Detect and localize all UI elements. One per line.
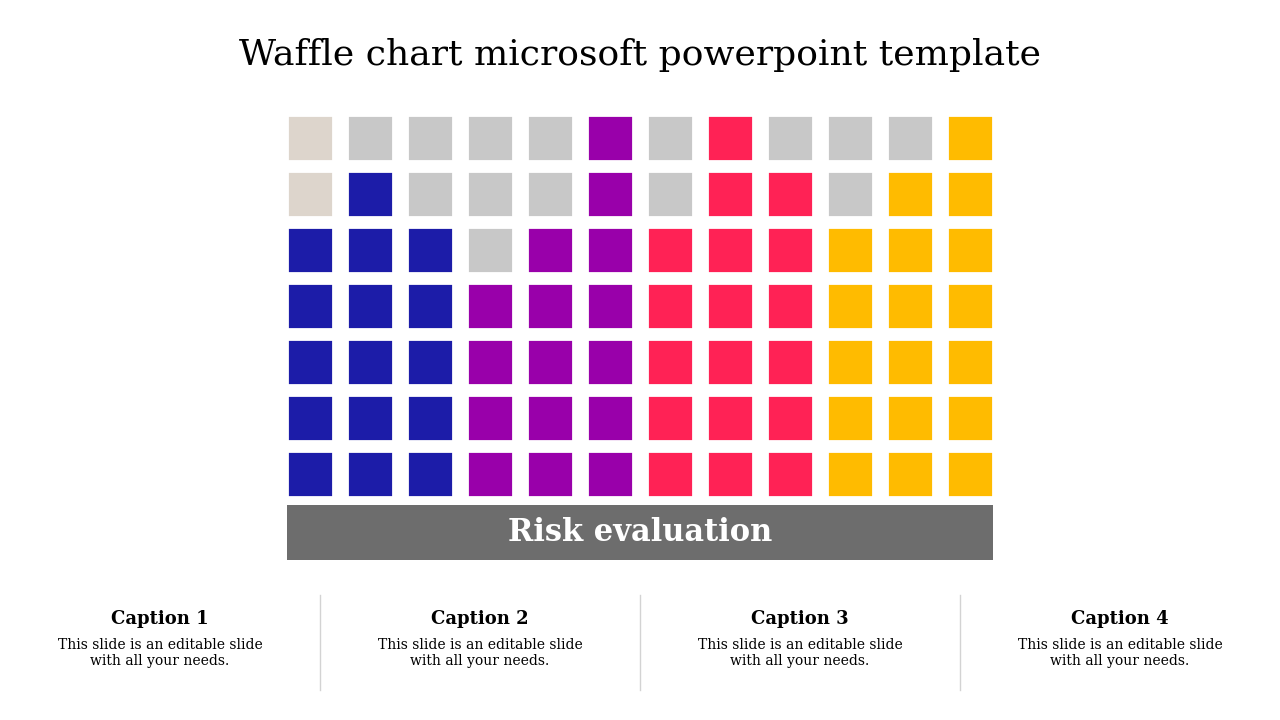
FancyBboxPatch shape (947, 171, 993, 217)
FancyBboxPatch shape (588, 283, 634, 329)
FancyBboxPatch shape (287, 339, 333, 385)
FancyBboxPatch shape (527, 115, 573, 161)
FancyBboxPatch shape (527, 395, 573, 441)
FancyBboxPatch shape (588, 395, 634, 441)
FancyBboxPatch shape (767, 171, 813, 217)
FancyBboxPatch shape (527, 227, 573, 273)
FancyBboxPatch shape (646, 395, 692, 441)
FancyBboxPatch shape (707, 451, 753, 497)
FancyBboxPatch shape (407, 171, 453, 217)
FancyBboxPatch shape (347, 283, 393, 329)
FancyBboxPatch shape (767, 339, 813, 385)
FancyBboxPatch shape (287, 395, 333, 441)
FancyBboxPatch shape (767, 227, 813, 273)
FancyBboxPatch shape (646, 339, 692, 385)
FancyBboxPatch shape (827, 115, 873, 161)
FancyBboxPatch shape (467, 339, 513, 385)
FancyBboxPatch shape (827, 171, 873, 217)
FancyBboxPatch shape (887, 115, 933, 161)
FancyBboxPatch shape (947, 395, 993, 441)
FancyBboxPatch shape (588, 339, 634, 385)
FancyBboxPatch shape (527, 451, 573, 497)
FancyBboxPatch shape (527, 283, 573, 329)
FancyBboxPatch shape (947, 451, 993, 497)
FancyBboxPatch shape (527, 171, 573, 217)
FancyBboxPatch shape (407, 395, 453, 441)
FancyBboxPatch shape (827, 451, 873, 497)
FancyBboxPatch shape (467, 283, 513, 329)
FancyBboxPatch shape (827, 339, 873, 385)
FancyBboxPatch shape (646, 171, 692, 217)
FancyBboxPatch shape (287, 227, 333, 273)
Text: Risk evaluation: Risk evaluation (508, 517, 772, 548)
FancyBboxPatch shape (467, 395, 513, 441)
FancyBboxPatch shape (407, 451, 453, 497)
FancyBboxPatch shape (347, 171, 393, 217)
FancyBboxPatch shape (707, 339, 753, 385)
FancyBboxPatch shape (287, 451, 333, 497)
FancyBboxPatch shape (646, 227, 692, 273)
FancyBboxPatch shape (407, 339, 453, 385)
FancyBboxPatch shape (767, 451, 813, 497)
FancyBboxPatch shape (407, 283, 453, 329)
Text: Caption 3: Caption 3 (751, 610, 849, 628)
FancyBboxPatch shape (467, 171, 513, 217)
FancyBboxPatch shape (767, 283, 813, 329)
Text: Caption 2: Caption 2 (431, 610, 529, 628)
Text: This slide is an editable slide
with all your needs.: This slide is an editable slide with all… (1018, 638, 1222, 668)
Text: Caption 1: Caption 1 (111, 610, 209, 628)
FancyBboxPatch shape (707, 395, 753, 441)
FancyBboxPatch shape (347, 395, 393, 441)
FancyBboxPatch shape (707, 227, 753, 273)
Text: This slide is an editable slide
with all your needs.: This slide is an editable slide with all… (378, 638, 582, 668)
FancyBboxPatch shape (707, 171, 753, 217)
FancyBboxPatch shape (588, 115, 634, 161)
FancyBboxPatch shape (887, 283, 933, 329)
FancyBboxPatch shape (467, 451, 513, 497)
FancyBboxPatch shape (947, 283, 993, 329)
FancyBboxPatch shape (767, 395, 813, 441)
FancyBboxPatch shape (947, 227, 993, 273)
FancyBboxPatch shape (767, 115, 813, 161)
FancyBboxPatch shape (947, 339, 993, 385)
FancyBboxPatch shape (347, 451, 393, 497)
FancyBboxPatch shape (347, 339, 393, 385)
FancyBboxPatch shape (588, 171, 634, 217)
FancyBboxPatch shape (407, 115, 453, 161)
FancyBboxPatch shape (287, 283, 333, 329)
FancyBboxPatch shape (407, 227, 453, 273)
FancyBboxPatch shape (707, 283, 753, 329)
FancyBboxPatch shape (887, 171, 933, 217)
FancyBboxPatch shape (588, 227, 634, 273)
FancyBboxPatch shape (347, 115, 393, 161)
FancyBboxPatch shape (287, 171, 333, 217)
Text: Caption 4: Caption 4 (1071, 610, 1169, 628)
FancyBboxPatch shape (887, 395, 933, 441)
Text: This slide is an editable slide
with all your needs.: This slide is an editable slide with all… (698, 638, 902, 668)
FancyBboxPatch shape (347, 227, 393, 273)
FancyBboxPatch shape (827, 395, 873, 441)
FancyBboxPatch shape (646, 115, 692, 161)
FancyBboxPatch shape (827, 227, 873, 273)
Text: Waffle chart microsoft powerpoint template: Waffle chart microsoft powerpoint templa… (239, 38, 1041, 72)
FancyBboxPatch shape (887, 339, 933, 385)
FancyBboxPatch shape (527, 339, 573, 385)
FancyBboxPatch shape (827, 283, 873, 329)
FancyBboxPatch shape (287, 115, 333, 161)
FancyBboxPatch shape (588, 451, 634, 497)
FancyBboxPatch shape (467, 115, 513, 161)
FancyBboxPatch shape (887, 227, 933, 273)
FancyBboxPatch shape (947, 115, 993, 161)
FancyBboxPatch shape (467, 227, 513, 273)
FancyBboxPatch shape (707, 115, 753, 161)
FancyBboxPatch shape (646, 283, 692, 329)
Text: This slide is an editable slide
with all your needs.: This slide is an editable slide with all… (58, 638, 262, 668)
FancyBboxPatch shape (887, 451, 933, 497)
FancyBboxPatch shape (646, 451, 692, 497)
FancyBboxPatch shape (287, 505, 993, 560)
